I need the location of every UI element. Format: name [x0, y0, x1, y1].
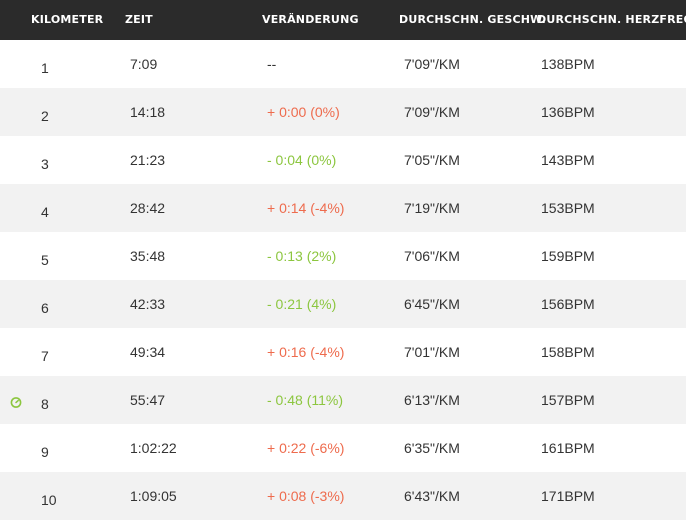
table-row: 1 7:09 -- 7'09"/KM 138BPM: [0, 40, 686, 88]
cell-kilometer: 3: [41, 156, 49, 172]
cell-time: 49:34: [130, 344, 166, 360]
cell-heart-rate: 153BPM: [541, 200, 595, 216]
column-header-kilometer[interactable]: KILOMETER: [31, 13, 104, 26]
cell-heart-rate: 171BPM: [541, 488, 595, 504]
cell-pace: 7'06"/KM: [404, 248, 460, 264]
table-row: 8 55:47 - 0:48 (11%) 6'13"/KM 157BPM: [0, 376, 686, 424]
cell-pace: 6'13"/KM: [404, 392, 460, 408]
cell-time: 21:23: [130, 152, 166, 168]
stopwatch-icon: [10, 397, 22, 408]
column-header-pace[interactable]: DURCHSCHN. GESCHW.: [399, 13, 546, 26]
cell-time: 35:48: [130, 248, 166, 264]
cell-kilometer: 1: [41, 60, 49, 76]
cell-change: - 0:21 (4%): [267, 296, 337, 312]
table-row: 9 1:02:22 + 0:22 (-6%) 6'35"/KM 161BPM: [0, 424, 686, 472]
table-row: 7 49:34 + 0:16 (-4%) 7'01"/KM 158BPM: [0, 328, 686, 376]
cell-kilometer: 4: [41, 204, 49, 220]
cell-change: + 0:16 (-4%): [267, 344, 345, 360]
cell-time: 28:42: [130, 200, 166, 216]
cell-change: + 0:14 (-4%): [267, 200, 345, 216]
table-row: 4 28:42 + 0:14 (-4%) 7'19"/KM 153BPM: [0, 184, 686, 232]
cell-heart-rate: 136BPM: [541, 104, 595, 120]
cell-time: 42:33: [130, 296, 166, 312]
cell-pace: 7'05"/KM: [404, 152, 460, 168]
cell-pace: 7'01"/KM: [404, 344, 460, 360]
table-row: 3 21:23 - 0:04 (0%) 7'05"/KM 143BPM: [0, 136, 686, 184]
cell-pace: 6'45"/KM: [404, 296, 460, 312]
cell-time: 7:09: [130, 56, 158, 72]
cell-heart-rate: 157BPM: [541, 392, 595, 408]
cell-pace: 7'09"/KM: [404, 56, 460, 72]
cell-heart-rate: 161BPM: [541, 440, 595, 456]
cell-time: 1:09:05: [130, 488, 177, 504]
cell-kilometer: 6: [41, 300, 49, 316]
cell-heart-rate: 156BPM: [541, 296, 595, 312]
cell-change: - 0:13 (2%): [267, 248, 337, 264]
cell-change: - 0:48 (11%): [267, 392, 343, 408]
cell-kilometer: 2: [41, 108, 49, 124]
column-header-change[interactable]: VERÄNDERUNG: [262, 13, 359, 26]
cell-kilometer: 5: [41, 252, 49, 268]
cell-change: + 0:22 (-6%): [267, 440, 345, 456]
column-header-time[interactable]: ZEIT: [125, 13, 153, 26]
cell-heart-rate: 159BPM: [541, 248, 595, 264]
cell-change: - 0:04 (0%): [267, 152, 337, 168]
cell-heart-rate: 138BPM: [541, 56, 595, 72]
cell-kilometer: 9: [41, 444, 49, 460]
table-header: KILOMETER ZEIT VERÄNDERUNG DURCHSCHN. GE…: [0, 0, 686, 40]
cell-heart-rate: 158BPM: [541, 344, 595, 360]
table-body: 1 7:09 -- 7'09"/KM 138BPM 2 14:18 + 0:00 (0%) 7'…: [0, 40, 686, 520]
cell-kilometer: 8: [41, 396, 49, 412]
table-row: 6 42:33 - 0:21 (4%) 6'45"/KM 156BPM: [0, 280, 686, 328]
cell-change: + 0:00 (0%): [267, 104, 340, 120]
cell-pace: 6'35"/KM: [404, 440, 460, 456]
table-row: 2 14:18 + 0:00 (0%) 7'09"/KM 136BPM: [0, 88, 686, 136]
cell-time: 1:02:22: [130, 440, 177, 456]
cell-pace: 7'09"/KM: [404, 104, 460, 120]
cell-time: 14:18: [130, 104, 166, 120]
cell-change: --: [267, 56, 277, 72]
column-header-heart-rate[interactable]: DURCHSCHN. HERZFREQUENZ: [537, 13, 686, 26]
table-row: 10 1:09:05 + 0:08 (-3%) 6'43"/KM 171BPM: [0, 472, 686, 520]
cell-change: + 0:08 (-3%): [267, 488, 345, 504]
cell-pace: 6'43"/KM: [404, 488, 460, 504]
cell-heart-rate: 143BPM: [541, 152, 595, 168]
cell-time: 55:47: [130, 392, 166, 408]
cell-kilometer: 10: [41, 492, 57, 508]
cell-pace: 7'19"/KM: [404, 200, 460, 216]
cell-kilometer: 7: [41, 348, 49, 364]
table-row: 5 35:48 - 0:13 (2%) 7'06"/KM 159BPM: [0, 232, 686, 280]
